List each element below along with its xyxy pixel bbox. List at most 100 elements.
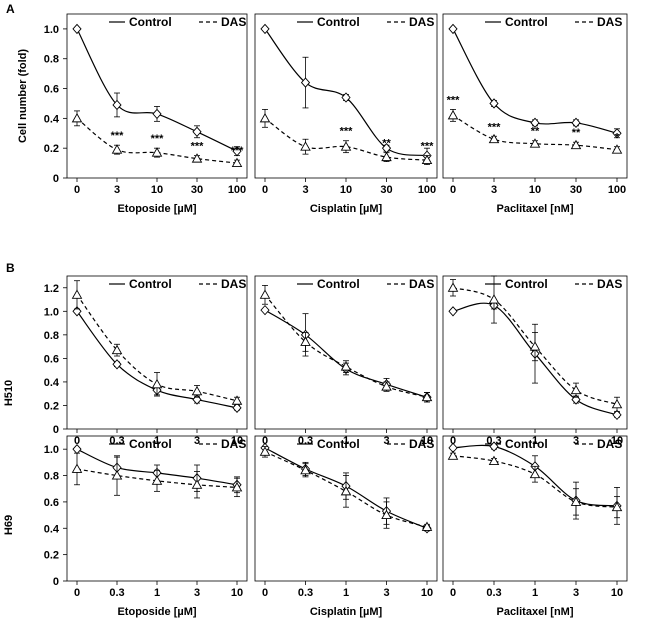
data-point-control: [232, 402, 242, 413]
data-point-control: [112, 99, 122, 111]
x-tick-label: 3: [194, 587, 200, 599]
y-tick-label: 0.6: [44, 353, 59, 365]
y-tick-label: 0.2: [44, 143, 59, 155]
significance-marker: ***: [421, 141, 435, 153]
legend-control-label: Control: [317, 437, 360, 451]
data-point-das: [340, 141, 352, 151]
data-point-das: [71, 112, 83, 123]
significance-marker: *: [615, 132, 620, 144]
x-tick-label: 0: [74, 184, 80, 196]
series-line-control: [452, 28, 618, 134]
y-tick-label: 0.4: [44, 377, 60, 389]
data-point-das: [300, 141, 311, 151]
plot-frame: [254, 275, 438, 430]
y-tick-label: 0.8: [44, 54, 59, 66]
data-point-control: [192, 126, 202, 137]
data-point-control: [612, 409, 622, 421]
series-line-das: [264, 294, 428, 398]
x-tick-label: 1: [343, 435, 349, 447]
x-tick-label: 3: [302, 184, 308, 196]
x-tick-label: 0: [262, 587, 268, 599]
x-tick-label: 30: [380, 184, 392, 196]
data-point-das: [191, 385, 203, 396]
data-point-das: [111, 344, 123, 355]
x-tick-label: 0: [450, 587, 456, 599]
x-tick-label: 0: [262, 435, 268, 447]
data-point-das: [421, 154, 433, 165]
data-point-control: [448, 23, 458, 35]
significance-marker: ***: [151, 133, 165, 145]
y-tick-label: 0: [53, 173, 59, 185]
data-point-das: [570, 139, 582, 150]
x-tick-label: 10: [340, 184, 352, 196]
legend-control-label: Control: [505, 15, 548, 29]
data-point-control: [530, 117, 540, 129]
row-label-h510: H510: [3, 380, 15, 406]
panel-label-a: A: [6, 2, 15, 16]
significance-marker: ***: [191, 141, 205, 153]
significance-marker: **: [572, 127, 581, 139]
data-point-control: [300, 77, 311, 88]
legend-das-label: DAS: [221, 277, 246, 291]
data-point-das: [488, 294, 500, 304]
data-point-control: [571, 117, 581, 129]
significance-marker: ***: [488, 121, 502, 133]
data-point-control: [232, 145, 242, 157]
x-tick-label: 3: [491, 184, 497, 196]
significance-marker: ***: [111, 130, 125, 142]
x-tick-label: 30: [191, 184, 203, 196]
data-point-das: [570, 496, 582, 506]
x-tick-label: 100: [418, 184, 436, 196]
data-point-das: [191, 479, 203, 489]
data-point-das: [259, 446, 271, 456]
data-point-das: [300, 336, 311, 346]
x-tick-label: 1: [154, 435, 160, 447]
y-tick-label: 0: [53, 576, 59, 588]
y-tick-label: 1.2: [44, 283, 59, 295]
data-point-control: [260, 23, 270, 35]
x-tick-label: 0: [74, 587, 80, 599]
x-axis-title: Paclitaxel [nM]: [496, 203, 573, 215]
data-point-das: [111, 144, 123, 154]
series-line-control: [264, 309, 428, 398]
y-axis-title: Cell number (fold): [17, 49, 29, 143]
data-point-control: [341, 92, 351, 103]
y-tick-label: 0.6: [44, 84, 59, 96]
x-tick-label: 0.3: [298, 587, 313, 599]
legend-das-label: DAS: [597, 277, 622, 291]
plot-frame: [442, 13, 628, 179]
data-point-control: [112, 359, 122, 370]
x-tick-label: 0: [74, 435, 80, 447]
data-point-das: [381, 151, 392, 162]
y-tick-label: 0.4: [44, 113, 60, 125]
data-point-das: [447, 109, 459, 120]
x-tick-label: 0: [262, 184, 268, 196]
y-tick-label: 0.2: [44, 550, 59, 562]
x-tick-label: 100: [228, 184, 246, 196]
panel-label-b: B: [6, 261, 15, 275]
y-tick-label: 0: [53, 424, 59, 436]
legend-das-label: DAS: [221, 437, 246, 451]
data-point-das: [151, 378, 163, 389]
data-point-das: [570, 384, 582, 395]
x-tick-label: 3: [383, 435, 389, 447]
x-tick-label: 1: [154, 587, 160, 599]
chart-A-etoposide: 0 0.2 0.4 0.6 0.8 1.0 Cell number (fold) 0 3 10 30…: [17, 13, 248, 215]
significance-marker: ***: [231, 145, 245, 157]
x-tick-label: 10: [151, 184, 163, 196]
data-point-das: [340, 485, 352, 496]
legend-control-label: Control: [129, 15, 172, 29]
data-point-das: [488, 455, 500, 465]
y-tick-label: 0.4: [44, 523, 60, 535]
y-tick-label: 0.8: [44, 471, 59, 483]
x-axis-title: Etoposide [µM]: [117, 606, 196, 618]
data-point-das: [340, 361, 352, 371]
data-point-das: [111, 470, 123, 480]
data-point-control: [612, 128, 622, 139]
data-point-control: [448, 306, 458, 317]
